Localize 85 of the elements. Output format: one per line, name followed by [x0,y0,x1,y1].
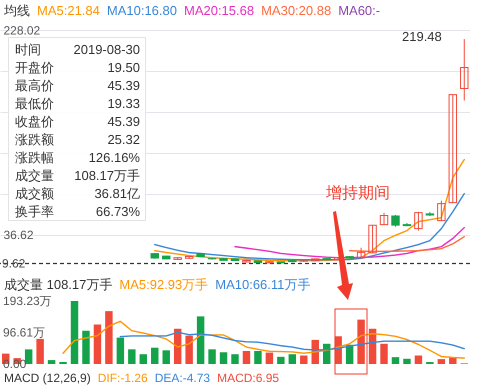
bar [277,356,285,364]
legend-title: 均线 [4,2,30,18]
bar [300,356,308,364]
bar [231,354,239,364]
annotation: 最低价 [15,95,54,113]
bar [82,330,90,364]
annotation: 25.32 [107,131,140,149]
annotation: 换手率 [15,203,54,221]
y-tick-label: 193.23万 [3,294,52,308]
annotation: 219.48 [402,28,442,44]
candlestick [356,246,366,258]
annotation: 涨跌额 [15,131,54,149]
candlestick [414,210,423,231]
bar [208,349,216,364]
text: MA30:20.88 [261,2,332,18]
text: MA5:21.84 [37,2,100,18]
bar [70,301,78,364]
legend-label: MA60:- [338,2,380,18]
line-series [62,320,465,359]
y-tick-label: 36.62 [4,228,34,242]
text: MA20:15.68 [184,2,254,18]
bar [368,328,376,364]
annotation: 收盘价 [15,113,54,131]
candlestick [368,224,377,254]
bar [414,356,422,364]
annotation: 涨跌幅 [15,149,54,167]
bar [48,360,56,364]
candlestick [437,200,446,221]
bar [242,350,250,364]
y-tick-label: 228.02 [4,23,41,37]
text: MACD (12,26,9) [4,371,91,385]
candlestick [448,94,458,204]
annotation: 19.33 [107,95,140,113]
bar [162,350,170,364]
bar [105,311,113,364]
bar [380,344,388,364]
legend-title: 成交量 108.17万手 [4,277,112,292]
bar [196,316,204,364]
annotation: 时间 [15,41,41,59]
candlestick [460,38,468,101]
annotation: 19.50 [107,59,140,77]
candlestick [380,212,388,226]
annotation: 成交额 [15,185,54,203]
line-series [120,332,465,351]
bar [94,324,102,364]
y-tick-label: 96.61万 [3,326,46,340]
text: MA5:92.93万手 [119,277,208,292]
bar [24,349,32,364]
bar [128,349,136,364]
candlestick [391,214,400,227]
annotation: 66.73% [96,203,140,221]
annotation: 126.16% [88,149,140,167]
bar [438,359,446,364]
annotation: 增持期间 [326,184,390,204]
bar [322,344,330,364]
bar [174,328,182,364]
bar [254,350,262,364]
bar [185,336,193,364]
bar [288,354,296,364]
bar [266,352,274,364]
annotation: 45.39 [107,113,140,131]
bar [449,357,457,364]
bar [392,357,400,364]
annotation: 36.81亿 [94,185,140,203]
bar [151,348,158,364]
bar [36,338,44,364]
text: MACD:6.95 [217,371,280,385]
annotation: 最高价 [15,77,54,95]
text: MA10:16.80 [106,2,177,18]
annotation: 2019-08-30 [74,41,140,59]
annotation: 成交量 [15,167,54,185]
bar [357,320,365,364]
bar [140,354,148,364]
text: DEA:-4.73 [154,371,210,385]
ref-line-label: 9.62 [2,256,26,270]
text: DIF:-1.26 [98,371,148,385]
annotation: 45.39 [107,77,140,95]
bar [116,338,124,364]
bar [346,344,354,364]
annotation: 开盘价 [15,59,54,77]
bar [220,352,228,364]
text: MA10:66.11万手 [215,277,310,292]
annotation: 108.17万手 [74,167,140,185]
bar [403,358,411,364]
line-series [154,158,465,261]
